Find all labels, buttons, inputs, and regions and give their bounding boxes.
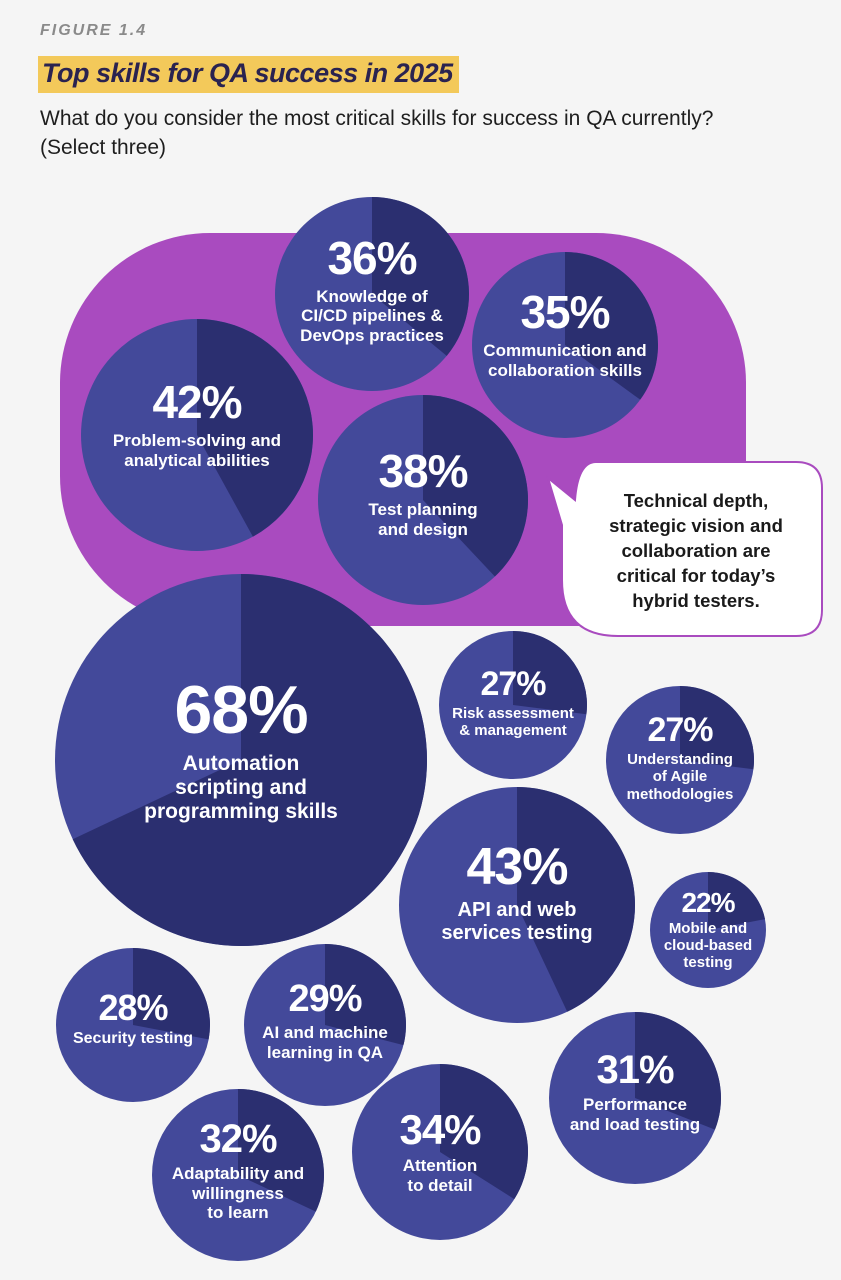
bubble-value-wedge xyxy=(238,1089,325,1212)
bubble-value-wedge xyxy=(197,319,313,537)
bubble-value-wedge xyxy=(513,631,587,715)
bubble-35 xyxy=(472,252,659,438)
bubble-value-wedge xyxy=(325,944,406,1046)
bubble-value-wedge xyxy=(565,252,659,400)
chart-title: Top skills for QA success in 2025 xyxy=(38,56,459,93)
chart-subtitle: What do you consider the most critical s… xyxy=(40,107,714,159)
bubble-43 xyxy=(399,787,635,1023)
figure-label: FIGURE 1.4 xyxy=(40,22,148,39)
bubble-32 xyxy=(152,1089,325,1261)
bubble-value-wedge xyxy=(372,197,469,356)
callout-text: Technical depth, strategic vision and co… xyxy=(609,489,783,611)
bubble-38 xyxy=(318,395,528,605)
bubble-27 xyxy=(606,686,754,834)
bubble-36 xyxy=(275,197,469,391)
bubble-value-wedge xyxy=(635,1012,721,1130)
bubble-value-wedge xyxy=(72,574,427,946)
bubble-28 xyxy=(56,948,210,1102)
bubble-value-wedge xyxy=(133,948,210,1040)
bubble-27 xyxy=(439,631,587,779)
bubble-29 xyxy=(244,944,406,1106)
bubble-value-wedge xyxy=(440,1064,529,1200)
bubble-value-wedge xyxy=(517,787,635,1012)
bubble-42 xyxy=(81,319,313,551)
bubble-22 xyxy=(650,872,766,988)
bubble-68 xyxy=(55,574,427,946)
bubble-value-wedge xyxy=(423,395,528,577)
bubble-value-wedge xyxy=(680,686,754,770)
callout-bubble xyxy=(546,461,823,637)
bubble-34 xyxy=(352,1064,529,1240)
bubble-value-wedge xyxy=(708,872,765,930)
bubble-31 xyxy=(549,1012,721,1184)
